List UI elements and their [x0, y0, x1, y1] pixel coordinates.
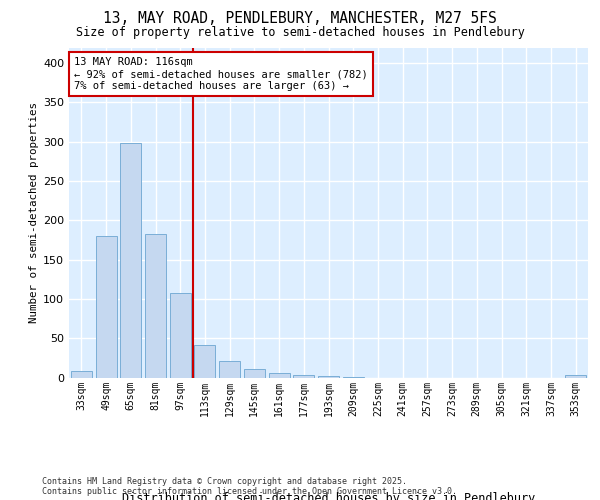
Bar — [293, 375, 314, 378]
Bar — [565, 375, 586, 378]
Bar — [170, 292, 191, 378]
Text: Contains HM Land Registry data © Crown copyright and database right 2025.
Contai: Contains HM Land Registry data © Crown c… — [42, 476, 457, 496]
Y-axis label: Number of semi-detached properties: Number of semi-detached properties — [29, 102, 39, 323]
Bar — [219, 361, 240, 378]
Bar — [95, 236, 116, 378]
Bar — [120, 144, 141, 378]
Bar — [244, 369, 265, 378]
Bar — [318, 376, 339, 378]
Bar — [269, 373, 290, 378]
X-axis label: Distribution of semi-detached houses by size in Pendlebury: Distribution of semi-detached houses by … — [122, 492, 535, 500]
Bar — [145, 234, 166, 378]
Bar — [71, 371, 92, 378]
Text: 13, MAY ROAD, PENDLEBURY, MANCHESTER, M27 5FS: 13, MAY ROAD, PENDLEBURY, MANCHESTER, M2… — [103, 11, 497, 26]
Text: 13 MAY ROAD: 116sqm
← 92% of semi-detached houses are smaller (782)
7% of semi-d: 13 MAY ROAD: 116sqm ← 92% of semi-detach… — [74, 58, 368, 90]
Text: Size of property relative to semi-detached houses in Pendlebury: Size of property relative to semi-detach… — [76, 26, 524, 39]
Bar — [343, 376, 364, 378]
Bar — [194, 344, 215, 378]
